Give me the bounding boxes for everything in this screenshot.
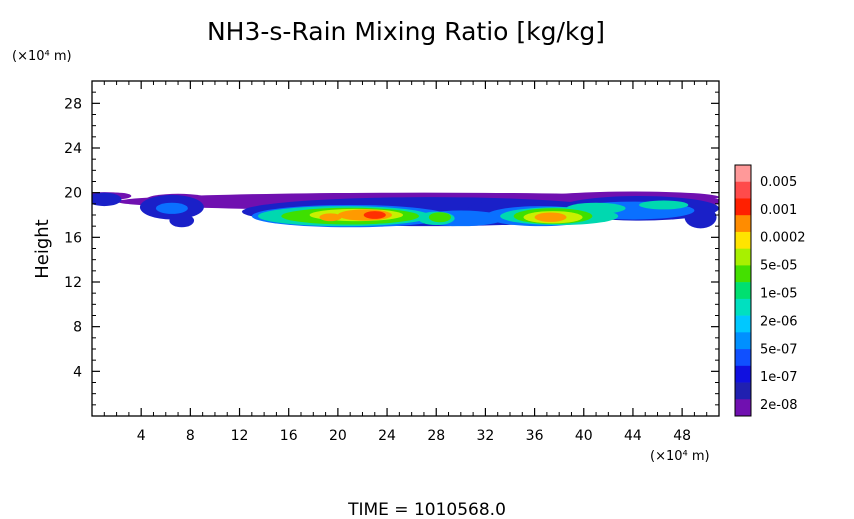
x-tick-label: 32 (476, 428, 494, 444)
y-tick-label: 4 (73, 364, 82, 380)
y-axis-unit: (×10⁴ m) (12, 49, 72, 64)
colorbar-segment (735, 181, 751, 199)
contour-blob (363, 211, 386, 219)
x-tick-label: 4 (137, 428, 146, 444)
colorbar-label: 1e-05 (760, 287, 798, 302)
colorbar-segment (735, 332, 751, 350)
colorbar-segment (735, 215, 751, 233)
contour-blob (534, 212, 567, 222)
y-tick-label: 8 (73, 320, 82, 336)
colorbar-frame (734, 164, 752, 417)
y-axis-label: Height (32, 219, 53, 279)
contour-blob (155, 202, 188, 214)
plot-frame (91, 80, 720, 417)
x-tick-label: 36 (526, 428, 544, 444)
colorbar-segment (735, 282, 751, 300)
y-tick-label: 24 (64, 141, 82, 157)
contour-blob (428, 212, 451, 223)
colorbar-segment (735, 248, 751, 266)
x-tick-label: 16 (280, 428, 298, 444)
colorbar-label: 5e-05 (760, 259, 798, 274)
x-tick-label: 12 (231, 428, 249, 444)
colorbar-segment (735, 399, 751, 417)
colorbar-label: 0.005 (760, 175, 797, 190)
colorbar-label: 0.0002 (760, 231, 806, 246)
colorbar-label: 5e-07 (760, 342, 798, 357)
contour-blob (319, 213, 342, 222)
colorbar-label: 2e-06 (760, 314, 798, 329)
colorbar-segment (735, 198, 751, 216)
contour-blob (169, 213, 195, 228)
time-footer: TIME = 1010568.0 (347, 500, 506, 519)
colorbar-segment (735, 231, 751, 249)
x-tick-label: 24 (378, 428, 396, 444)
colorbar: 0.005 0.001 0.0002 5e-05 1e-05 2e-06 5e-07 1e-0… (734, 164, 806, 417)
y-tick-label: 28 (64, 96, 82, 112)
colorbar-label: 1e-07 (760, 370, 798, 385)
contour-level-7 (363, 211, 386, 219)
x-tick-label: 20 (329, 428, 347, 444)
colorbar-segment (735, 315, 751, 333)
x-axis-unit: (×10⁴ m) (650, 449, 710, 464)
colorbar-segment (735, 382, 751, 400)
colorbar-label: 2e-08 (760, 398, 798, 413)
x-tick-label: 40 (575, 428, 593, 444)
chart-title: NH3-s-Rain Mixing Ratio [kg/kg] (207, 17, 605, 46)
y-tick-label: 12 (64, 275, 82, 291)
x-tick-label: 48 (673, 428, 691, 444)
y-tick-label: 16 (64, 230, 82, 246)
colorbar-segment (735, 365, 751, 383)
x-tick-label: 44 (624, 428, 642, 444)
colorbar-label: 0.001 (760, 203, 797, 218)
colorbar-segment (735, 265, 751, 283)
colorbar-segment (735, 165, 751, 183)
contour-blob (92, 192, 122, 207)
y-tick-label: 20 (64, 186, 82, 202)
x-tick-label: 8 (186, 428, 195, 444)
x-tick-label: 28 (427, 428, 445, 444)
heatmap-field (92, 191, 719, 229)
colorbar-segment (735, 349, 751, 367)
colorbar-segment (735, 298, 751, 316)
contour-blob (639, 200, 689, 210)
